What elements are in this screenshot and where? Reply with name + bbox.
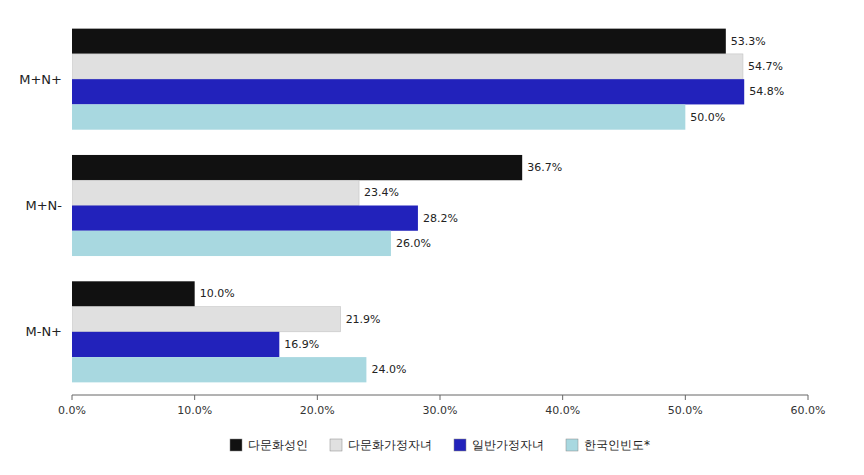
tick-mark <box>562 395 563 400</box>
tick-mark <box>685 395 686 400</box>
data-label: 21.9% <box>346 313 381 326</box>
data-label: 24.0% <box>371 363 406 376</box>
category-label: M-N+ <box>25 324 62 339</box>
bar <box>72 281 195 306</box>
bar <box>72 54 743 79</box>
tick-mark <box>317 395 318 400</box>
tick-label: 40.0% <box>545 404 580 417</box>
legend-swatch <box>454 439 466 451</box>
legend-label: 다문화가정자녀 <box>348 438 432 452</box>
data-labels: 53.3% 36.7% 10.0% 54.7% 23.4% 21.9% 54.8% 28.2%… <box>200 35 784 376</box>
data-label: 53.3% <box>731 35 766 48</box>
tick-mark <box>194 395 195 400</box>
legend-label: 다문화성인 <box>248 438 308 452</box>
x-axis: 0.0% 10.0% 20.0% 30.0% 40.0% 50.0% 60.0% <box>58 395 825 417</box>
bar <box>72 231 391 256</box>
tick-label: 30.0% <box>423 404 458 417</box>
data-label: 54.7% <box>748 60 783 73</box>
bar <box>72 307 341 332</box>
bar <box>72 155 522 180</box>
data-label: 54.8% <box>749 85 784 98</box>
bar <box>72 29 726 54</box>
y-axis: M+N+ M+N- M-N+ <box>19 72 62 340</box>
legend-item: 다문화성인 <box>230 438 308 452</box>
tick-mark <box>808 395 809 400</box>
tick-label: 0.0% <box>58 404 86 417</box>
tick-mark <box>440 395 441 400</box>
bar <box>72 104 685 129</box>
legend: 다문화성인 다문화가정자녀 일반가정자녀 한국인빈도* <box>230 438 650 452</box>
data-label: 50.0% <box>690 111 725 124</box>
legend-label: 일반가정자녀 <box>472 438 544 452</box>
tick-mark <box>72 395 73 400</box>
legend-item: 다문화가정자녀 <box>330 438 432 452</box>
bar <box>72 357 366 382</box>
bar <box>72 180 359 205</box>
data-label: 23.4% <box>364 186 399 199</box>
data-label: 16.9% <box>284 338 319 351</box>
legend-label: 한국인빈도* <box>584 438 650 452</box>
legend-swatch <box>230 439 242 451</box>
data-label: 28.2% <box>423 212 458 225</box>
category-label: M+N+ <box>19 72 62 87</box>
tick-label: 10.0% <box>177 404 212 417</box>
category-label: M+N- <box>25 198 62 213</box>
legend-item: 일반가정자녀 <box>454 438 544 452</box>
bar <box>72 206 418 231</box>
data-label: 36.7% <box>527 161 562 174</box>
legend-swatch <box>330 439 342 451</box>
bar <box>72 332 279 357</box>
tick-label: 60.0% <box>791 404 826 417</box>
chart: 53.3% 36.7% 10.0% 54.7% 23.4% 21.9% 54.8% 28.2%… <box>0 0 864 475</box>
tick-label: 20.0% <box>300 404 335 417</box>
data-label: 26.0% <box>396 237 431 250</box>
bars <box>72 29 744 383</box>
legend-swatch <box>566 439 578 451</box>
tick-label: 50.0% <box>668 404 703 417</box>
legend-item: 한국인빈도* <box>566 438 650 452</box>
bar <box>72 79 744 104</box>
data-label: 10.0% <box>200 287 235 300</box>
